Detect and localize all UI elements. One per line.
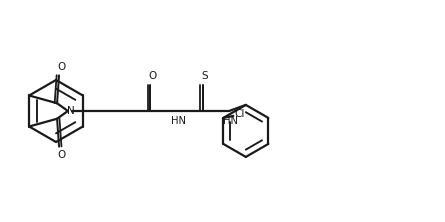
Text: S: S	[202, 71, 208, 81]
Text: O: O	[57, 150, 65, 160]
Text: Cl: Cl	[235, 109, 245, 119]
Text: O: O	[57, 62, 65, 72]
Text: HN: HN	[222, 116, 238, 126]
Text: O: O	[148, 71, 156, 81]
Text: N: N	[67, 106, 75, 116]
Text: HN: HN	[170, 116, 186, 126]
